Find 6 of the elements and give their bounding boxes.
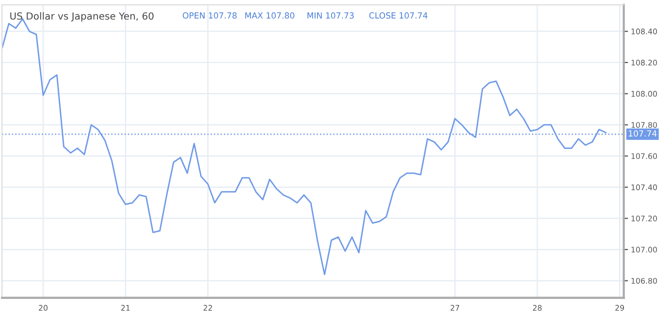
annotation: CLOSE 107.74 [369, 12, 428, 19]
ref-line-label: 107.74 [628, 130, 657, 137]
annotation: MAX 107.80 [245, 12, 294, 19]
annotation: OPEN 107.78 [182, 12, 237, 19]
annotation: MIN 107.73 [307, 12, 354, 19]
text: US Dollar vs Japanese Yen, 60 [10, 12, 154, 22]
